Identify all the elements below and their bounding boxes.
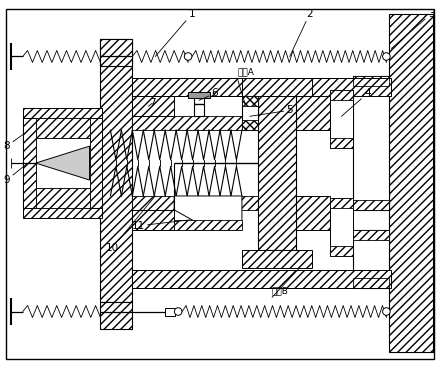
Bar xyxy=(330,138,354,148)
Circle shape xyxy=(184,53,192,60)
Bar xyxy=(242,120,258,130)
Text: 9: 9 xyxy=(4,163,28,185)
Text: 11: 11 xyxy=(132,220,190,231)
Bar xyxy=(354,77,389,210)
Bar xyxy=(354,77,389,86)
Bar xyxy=(330,91,354,148)
Bar xyxy=(36,138,89,188)
Text: 8: 8 xyxy=(4,133,25,151)
Bar xyxy=(23,208,102,218)
Bar xyxy=(174,220,242,230)
Polygon shape xyxy=(36,146,89,180)
Text: 7: 7 xyxy=(148,98,155,108)
Text: 3: 3 xyxy=(391,8,435,49)
Bar xyxy=(354,277,389,288)
Bar xyxy=(132,78,391,96)
Bar xyxy=(132,116,262,130)
Text: 零件A: 零件A xyxy=(238,67,255,77)
Bar xyxy=(132,210,174,230)
Bar xyxy=(242,96,258,130)
Text: 4: 4 xyxy=(342,88,371,116)
Bar xyxy=(23,118,102,208)
Bar xyxy=(165,308,175,315)
Bar xyxy=(242,78,312,96)
Bar xyxy=(330,91,354,100)
Bar xyxy=(36,188,89,208)
Bar xyxy=(89,118,102,208)
Bar xyxy=(389,14,433,353)
Circle shape xyxy=(383,53,390,60)
Bar xyxy=(101,39,132,301)
Text: 5: 5 xyxy=(250,105,293,116)
Text: 6: 6 xyxy=(199,88,218,100)
Bar xyxy=(296,196,330,230)
Bar xyxy=(101,39,132,67)
Bar xyxy=(330,198,354,256)
Bar xyxy=(354,200,389,210)
Bar xyxy=(330,198,354,208)
Bar xyxy=(258,82,296,250)
Text: 10: 10 xyxy=(106,196,155,253)
Bar xyxy=(194,96,204,116)
Text: 零件B: 零件B xyxy=(272,287,289,296)
Text: 2: 2 xyxy=(290,8,313,56)
Bar xyxy=(354,230,389,288)
Polygon shape xyxy=(174,196,242,230)
Circle shape xyxy=(383,308,390,315)
Bar xyxy=(132,196,262,210)
Bar xyxy=(296,96,330,130)
Bar xyxy=(23,108,102,118)
Bar xyxy=(23,118,36,208)
Bar xyxy=(132,270,391,288)
Bar xyxy=(242,250,312,268)
Bar xyxy=(36,118,89,138)
Bar xyxy=(101,301,132,329)
Bar xyxy=(354,230,389,240)
Bar xyxy=(188,92,210,98)
Bar xyxy=(132,96,174,116)
Text: 1: 1 xyxy=(155,8,195,56)
Bar xyxy=(330,246,354,256)
Bar xyxy=(242,96,258,106)
Circle shape xyxy=(175,308,182,315)
